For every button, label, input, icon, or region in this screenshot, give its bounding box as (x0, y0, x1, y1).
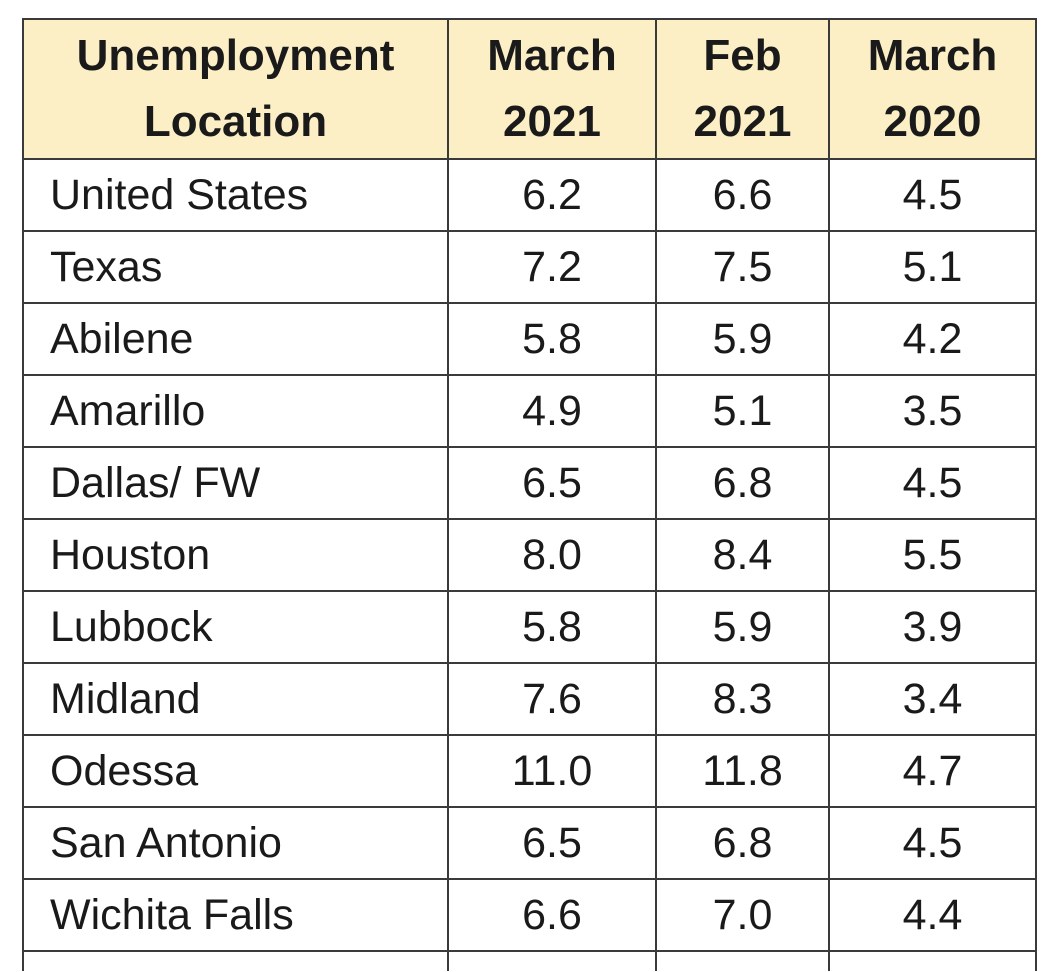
value-cell: 6.8 (655, 446, 830, 520)
table-row: Lubbock 5.8 5.9 3.9 (22, 590, 1037, 664)
value-cell: 8.3 (655, 662, 830, 736)
table-row: Midland 7.6 8.3 3.4 (22, 662, 1037, 736)
value-cell: 4.5 (828, 158, 1037, 232)
value-cell: 3.5 (828, 374, 1037, 448)
value-cell: 4.7 (828, 734, 1037, 808)
location-cell: Wichita Falls (22, 878, 449, 952)
table-row: United States 6.2 6.6 4.5 (22, 158, 1037, 232)
header-text: 2021 (503, 97, 601, 146)
value-cell: 4.4 (828, 878, 1037, 952)
value-cell: 6.6 (655, 158, 830, 232)
value-cell: 8.4 (655, 518, 830, 592)
value-cell: 6.5 (447, 446, 657, 520)
value-cell: 3.4 (828, 662, 1037, 736)
value-cell: 6.8 (655, 806, 830, 880)
location-cell: Odessa (22, 734, 449, 808)
empty-cell (655, 950, 830, 971)
value-cell: 6.2 (447, 158, 657, 232)
value-cell: 4.5 (828, 446, 1037, 520)
location-cell: Houston (22, 518, 449, 592)
table-row: Houston 8.0 8.4 5.5 (22, 518, 1037, 592)
value-cell: 6.6 (447, 878, 657, 952)
header-cell: Unemployment Location (22, 18, 449, 160)
table-row: Amarillo 4.9 5.1 3.5 (22, 374, 1037, 448)
location-cell: Dallas/ FW (22, 446, 449, 520)
value-cell: 11.8 (655, 734, 830, 808)
header-text: March (487, 31, 617, 80)
empty-cell (22, 950, 449, 971)
header-text: March (867, 31, 998, 80)
value-cell: 4.2 (828, 302, 1037, 376)
header-text: Unemployment (76, 31, 395, 80)
header-text: 2021 (693, 97, 792, 146)
value-cell: 7.2 (447, 230, 657, 304)
location-cell: United States (22, 158, 449, 232)
empty-cell (447, 950, 657, 971)
location-cell: Texas (22, 230, 449, 304)
value-cell: 6.5 (447, 806, 657, 880)
empty-cell (828, 950, 1037, 971)
header-text: Feb (703, 31, 782, 80)
table-row: Dallas/ FW 6.5 6.8 4.5 (22, 446, 1037, 520)
table-row: Abilene 5.8 5.9 4.2 (22, 302, 1037, 376)
table-body: United States 6.2 6.6 4.5 Texas 7.2 7.5 5.1 Abil… (22, 158, 1037, 971)
table-row: Texas 7.2 7.5 5.1 (22, 230, 1037, 304)
table-continuation (22, 950, 1037, 971)
table-row: Odessa 11.0 11.8 4.7 (22, 734, 1037, 808)
table-container: Unemployment Location March 2021 Feb 2021 Marc… (22, 18, 1037, 971)
unemployment-table: Unemployment Location March 2021 Feb 2021 Marc… (22, 18, 1037, 971)
value-cell: 5.1 (828, 230, 1037, 304)
value-cell: 7.6 (447, 662, 657, 736)
location-cell: Lubbock (22, 590, 449, 664)
value-cell: 11.0 (447, 734, 657, 808)
header-cell: March 2020 (828, 18, 1037, 160)
value-cell: 3.9 (828, 590, 1037, 664)
header-cell: March 2021 (447, 18, 657, 160)
header-row: Unemployment Location March 2021 Feb 2021 Marc… (22, 18, 1037, 160)
header-text: 2020 (883, 97, 982, 146)
value-cell: 4.9 (447, 374, 657, 448)
location-cell: Abilene (22, 302, 449, 376)
value-cell: 8.0 (447, 518, 657, 592)
table-row: San Antonio 6.5 6.8 4.5 (22, 806, 1037, 880)
value-cell: 5.1 (655, 374, 830, 448)
header-cell: Feb 2021 (655, 18, 830, 160)
value-cell: 5.9 (655, 302, 830, 376)
value-cell: 5.8 (447, 302, 657, 376)
location-cell: Midland (22, 662, 449, 736)
location-cell: Amarillo (22, 374, 449, 448)
value-cell: 7.0 (655, 878, 830, 952)
table-row: Wichita Falls 6.6 7.0 4.4 (22, 878, 1037, 952)
value-cell: 5.9 (655, 590, 830, 664)
value-cell: 5.5 (828, 518, 1037, 592)
value-cell: 4.5 (828, 806, 1037, 880)
value-cell: 7.5 (655, 230, 830, 304)
value-cell: 5.8 (447, 590, 657, 664)
location-cell: San Antonio (22, 806, 449, 880)
header-text: Location (143, 97, 328, 146)
